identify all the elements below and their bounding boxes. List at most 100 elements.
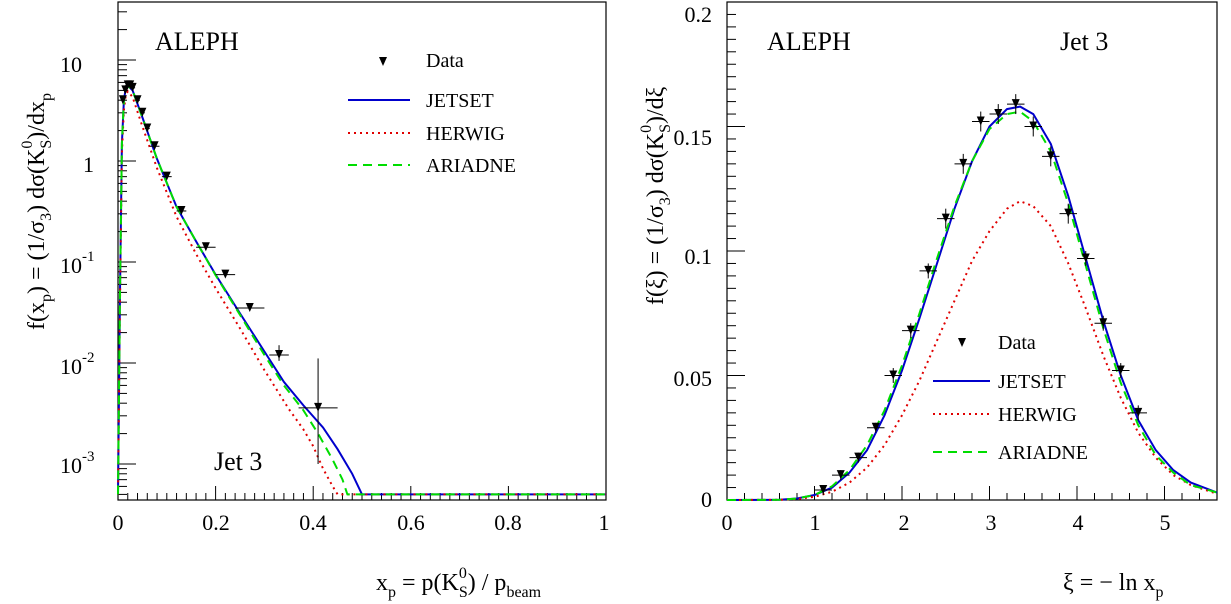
right-data-point — [832, 470, 850, 481]
right-data-marker — [1064, 208, 1073, 218]
left-data-marker — [314, 402, 323, 412]
left-data-point — [196, 242, 216, 252]
left-data-point — [128, 82, 137, 92]
left-y-tick-labels: 10 1 10-1 10-2 10-3 — [60, 52, 95, 478]
left-ytick-label: 10-1 — [60, 249, 95, 278]
left-data-marker — [143, 123, 152, 133]
left-ytick-label: 10 — [60, 52, 82, 77]
left-experiment-label: ALEPH — [155, 27, 239, 56]
left-xtick-label: 1 — [599, 510, 610, 535]
left-data-marker — [275, 350, 284, 360]
right-experiment-label: ALEPH — [767, 27, 851, 56]
right-data-point — [849, 452, 867, 463]
right-data-point — [972, 111, 990, 132]
left-ytick-label: 1 — [83, 152, 94, 177]
right-plot-frame — [726, 1, 1218, 501]
left-data-marker — [162, 171, 171, 181]
right-data-point — [867, 422, 885, 433]
right-axis-ticks — [726, 1, 1218, 501]
left-legend: Data JETSET HERWIG ARIADNE — [348, 50, 516, 177]
right-legend-data: Data — [998, 332, 1036, 354]
left-data-point — [298, 358, 338, 464]
left-jetset-curve — [117, 83, 606, 496]
left-ytick-label: 10-2 — [60, 350, 95, 379]
left-data-point — [149, 141, 160, 151]
left-data-point — [176, 205, 187, 215]
right-data-marker — [1134, 407, 1143, 417]
right-xtick-label: 1 — [810, 510, 821, 535]
right-data-marker — [941, 213, 950, 223]
right-data-marker — [924, 265, 933, 275]
right-ariadne-curve — [726, 110, 1218, 501]
right-data-point — [884, 368, 902, 383]
left-herwig-curve — [117, 89, 606, 496]
left-data-point — [143, 123, 152, 133]
right-data-points — [814, 94, 1147, 496]
left-legend-data: Data — [426, 50, 464, 72]
right-data-marker — [836, 470, 845, 480]
right-curves — [726, 105, 1218, 501]
left-data-point — [161, 171, 172, 181]
right-data-marker — [1099, 318, 1108, 328]
left-legend-data-marker — [379, 57, 387, 66]
right-data-point — [1007, 94, 1025, 115]
right-data-marker — [906, 325, 915, 335]
right-data-marker — [994, 109, 1003, 119]
right-data-point — [954, 153, 972, 174]
right-legend: Data JETSET HERWIG ARIADNE — [933, 332, 1088, 464]
right-panel: ALEPH Jet 3 Data JETSET HERWIG ARIADNE 0… — [638, 1, 1218, 601]
left-legend-ariadne: ARIADNE — [426, 155, 516, 177]
right-data-point — [1077, 251, 1095, 266]
left-data-marker — [138, 107, 147, 117]
left-data-point — [215, 269, 236, 279]
right-xtick-label: 3 — [986, 510, 997, 535]
left-legend-herwig: HERWIG — [426, 123, 505, 145]
right-data-point — [1059, 203, 1077, 224]
right-data-point — [1024, 116, 1042, 137]
right-data-marker — [1046, 151, 1055, 161]
left-data-marker — [128, 82, 137, 92]
left-data-points — [118, 80, 338, 464]
right-data-marker — [976, 116, 985, 126]
left-legend-jetset: JETSET — [426, 90, 494, 112]
right-jet-label: Jet 3 — [1060, 27, 1108, 56]
left-jet-label: Jet 3 — [214, 447, 262, 476]
left-y-axis-label: f(xp) = (1/σ3) dσ(K0 S)/dxp — [19, 93, 55, 330]
right-xtick-label: 5 — [1160, 510, 1171, 535]
left-plot-frame — [117, 1, 607, 501]
right-data-point — [814, 485, 832, 496]
left-x-tick-labels: 0 0.2 0.4 0.6 0.8 1 — [113, 510, 610, 535]
right-data-marker — [819, 485, 828, 495]
left-data-marker — [118, 95, 127, 105]
right-x-tick-labels: 0 1 2 3 4 5 — [722, 510, 1171, 535]
right-ytick-label: 0.05 — [674, 366, 713, 391]
right-data-marker — [871, 422, 880, 432]
right-ytick-label: 0.1 — [685, 244, 713, 269]
left-panel: ALEPH Jet 3 Data JETSET HERWIG ARIADNE 1… — [19, 1, 610, 601]
left-data-point — [269, 345, 289, 361]
right-data-marker — [854, 452, 863, 462]
right-data-point — [1112, 363, 1130, 378]
left-data-marker — [201, 242, 210, 252]
right-data-point — [902, 323, 920, 339]
right-jetset-curve — [726, 105, 1218, 501]
right-ytick-label: 0 — [701, 487, 712, 512]
left-xtick-label: 0.2 — [202, 510, 230, 535]
right-legend-data-marker — [958, 338, 966, 347]
right-data-point — [937, 208, 955, 229]
right-data-point — [1129, 405, 1147, 421]
right-data-point — [989, 104, 1007, 125]
right-y-axis-label: f(ξ) = (1/σ3) dσ(K0 S)/dξ — [638, 86, 674, 305]
right-data-point — [919, 263, 937, 279]
left-ytick-label: 10-3 — [60, 449, 95, 478]
right-xtick-label: 4 — [1073, 510, 1084, 535]
left-data-marker — [221, 269, 230, 279]
left-data-marker — [245, 303, 254, 313]
left-xtick-label: 0.6 — [397, 510, 425, 535]
right-legend-herwig: HERWIG — [998, 404, 1077, 426]
right-data-marker — [1116, 365, 1125, 375]
left-data-marker — [133, 95, 142, 105]
left-x-axis-label: xp = p(K0 S) / pbeam — [376, 565, 542, 601]
left-ariadne-curve — [117, 83, 606, 496]
